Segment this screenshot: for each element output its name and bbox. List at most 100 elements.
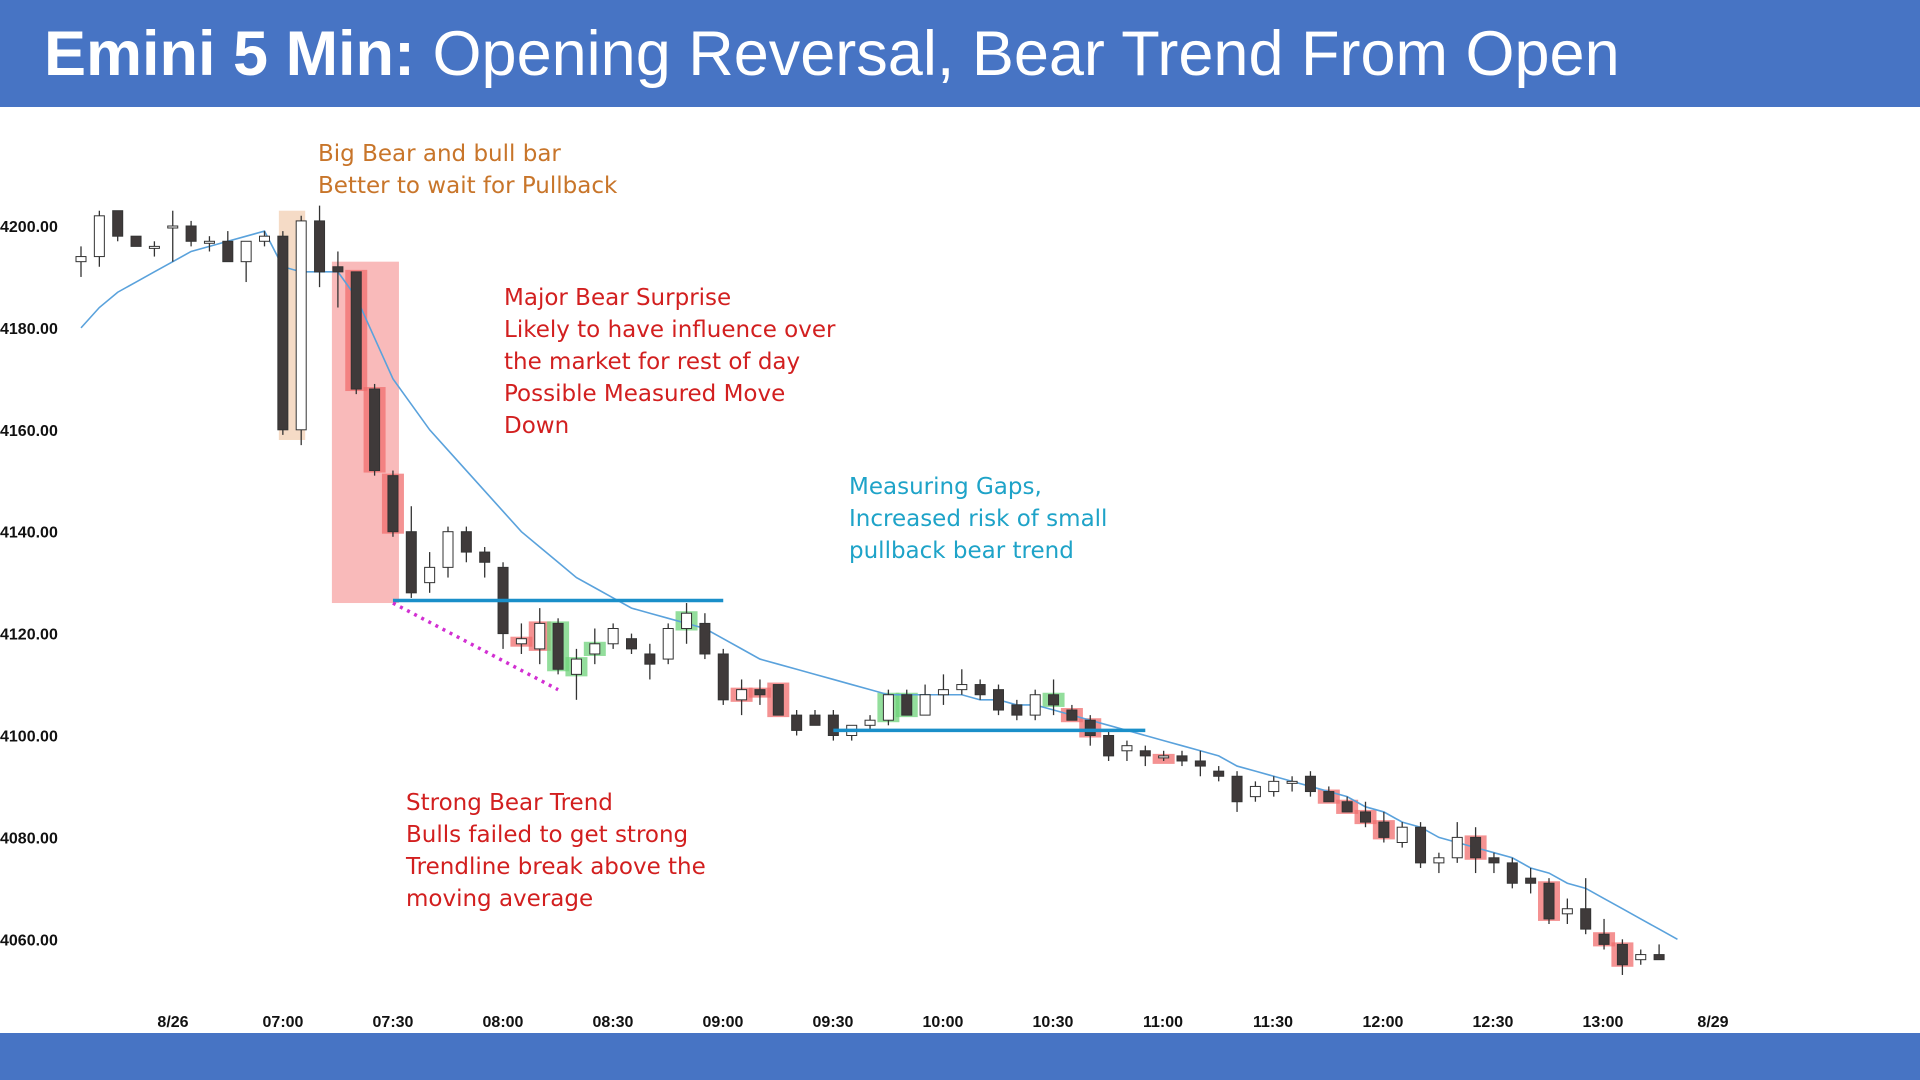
x-tick-label: 11:00 [1143, 1014, 1183, 1031]
candle-body [1249, 785, 1261, 798]
candle-body [240, 240, 252, 263]
candle-body [185, 225, 197, 242]
title-rest: Opening Reversal, Bear Trend From Open [432, 19, 1620, 89]
candle-body [1213, 770, 1225, 777]
candle-body [1121, 745, 1133, 752]
y-tick-label: 4080.00 [0, 830, 58, 847]
x-tick-label: 8/29 [1697, 1014, 1728, 1031]
candle-body [1653, 954, 1665, 961]
candle-body [901, 694, 913, 716]
candle-body [681, 612, 693, 630]
candle-body [203, 240, 215, 244]
x-tick-label: 12:00 [1363, 1014, 1404, 1031]
candle-body [295, 220, 307, 431]
candle-body [1396, 826, 1408, 843]
candle-body [1433, 857, 1445, 864]
candle-body [1580, 908, 1592, 930]
candle-body [1066, 709, 1078, 721]
candle-body [1341, 801, 1353, 813]
candle-body [424, 566, 436, 584]
candle-body [75, 256, 87, 263]
y-tick-label: 4160.00 [0, 423, 58, 440]
title-bold: Emini 5 Min: [44, 19, 416, 89]
footer-banner [0, 1033, 1920, 1080]
candle-body [1470, 836, 1482, 859]
candle-body [589, 643, 601, 655]
candle-body [956, 684, 968, 691]
candle-body [644, 653, 656, 665]
candle-body [1378, 821, 1390, 838]
candle-body [1488, 857, 1500, 864]
candle-body [1543, 882, 1555, 920]
candle-body [827, 714, 839, 736]
annotation-line: pullback bear trend [849, 538, 1074, 564]
annotation-line: Better to wait for Pullback [318, 173, 618, 199]
annotation-line: Bulls failed to get strong [406, 822, 689, 848]
candle-body [277, 235, 289, 431]
candle-body [1525, 877, 1537, 884]
candle-body [369, 388, 381, 472]
y-tick-label: 4180.00 [0, 321, 58, 338]
y-tick-label: 4200.00 [0, 219, 58, 236]
candle-body [699, 622, 711, 655]
x-tick-label: 07:30 [373, 1014, 414, 1031]
title-banner: Emini 5 Min: Opening Reversal, Bear Tren… [0, 0, 1920, 107]
annotation-bear-surprise: Major Bear Surprise Likely to have influ… [504, 282, 835, 442]
candle-body [460, 531, 472, 553]
annotation-measuring-gaps: Measuring Gaps, Increased risk of small … [849, 471, 1107, 567]
candle-body [350, 271, 362, 390]
candle-body [809, 714, 821, 726]
candle-body [1268, 780, 1280, 793]
annotation-line: the market for rest of day [504, 349, 801, 375]
x-tick-label: 11:30 [1253, 1014, 1293, 1031]
candle-body [314, 220, 326, 273]
candle-body [259, 235, 270, 242]
moving-average-line [80, 230, 1678, 940]
candle-body [148, 245, 160, 249]
candle-body [1139, 750, 1151, 757]
page-title: Emini 5 Min: Opening Reversal, Bear Tren… [44, 14, 1620, 94]
candle-body [1011, 704, 1023, 716]
candle-body [1635, 954, 1647, 961]
candle-body [222, 240, 234, 263]
candle-body [442, 531, 454, 568]
annotation-line: Major Bear Surprise [504, 285, 732, 311]
candle-body [919, 694, 931, 716]
candle-body [1561, 908, 1573, 915]
candle-body [736, 689, 748, 701]
candle-body [1029, 694, 1041, 716]
candle-body [534, 622, 546, 650]
candle-body [1158, 755, 1170, 759]
x-tick-label: 08:30 [593, 1014, 634, 1031]
annotation-line: moving average [406, 886, 594, 912]
candle-body [112, 210, 124, 237]
candle-body [332, 266, 344, 273]
candle-body [1360, 811, 1371, 823]
annotation-line: Down [504, 413, 570, 439]
candle-body [93, 215, 105, 258]
candle-body [1231, 775, 1243, 803]
candle-body [1084, 719, 1096, 737]
candle-body [882, 694, 894, 721]
candle-body [791, 714, 803, 731]
candle-body [772, 684, 784, 716]
annotation-line: Trendline break above the [406, 854, 706, 880]
candlestick-chart: 4200.00 4180.00 4160.00 4140.00 4120.00 4100.… [0, 205, 1729, 1031]
x-tick-label: 07:00 [263, 1014, 304, 1031]
annotation-line: Big Bear and bull bar [318, 141, 561, 167]
annotation-line: Increased risk of small [849, 506, 1108, 532]
candle-body [130, 235, 142, 247]
candle-body [167, 225, 179, 229]
annotation-big-bar: Big Bear and bull bar Better to wait for… [318, 138, 617, 202]
candle-body [552, 622, 564, 670]
candle-body [974, 684, 986, 696]
x-tick-label: 13:00 [1583, 1014, 1624, 1031]
annotation-line: Measuring Gaps, [849, 474, 1042, 500]
candle-body [570, 658, 582, 675]
candle-body [607, 628, 619, 645]
x-tick-label: 12:30 [1473, 1014, 1514, 1031]
y-tick-label: 4100.00 [0, 729, 58, 746]
candle-body [1304, 775, 1316, 793]
candle-body [864, 719, 876, 726]
x-tick-label: 10:30 [1033, 1014, 1074, 1031]
